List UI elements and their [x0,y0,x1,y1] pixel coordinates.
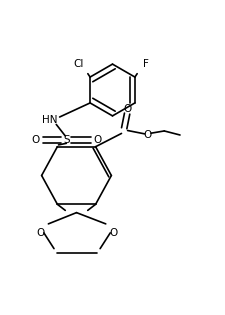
Text: O: O [94,135,102,145]
Text: HN: HN [42,115,57,125]
Text: O: O [36,228,45,238]
Text: F: F [143,59,149,69]
Text: O: O [143,130,151,140]
Text: S: S [63,135,70,145]
Text: Cl: Cl [74,59,84,69]
Text: O: O [124,104,132,114]
Text: O: O [110,228,118,238]
Text: O: O [32,135,40,145]
